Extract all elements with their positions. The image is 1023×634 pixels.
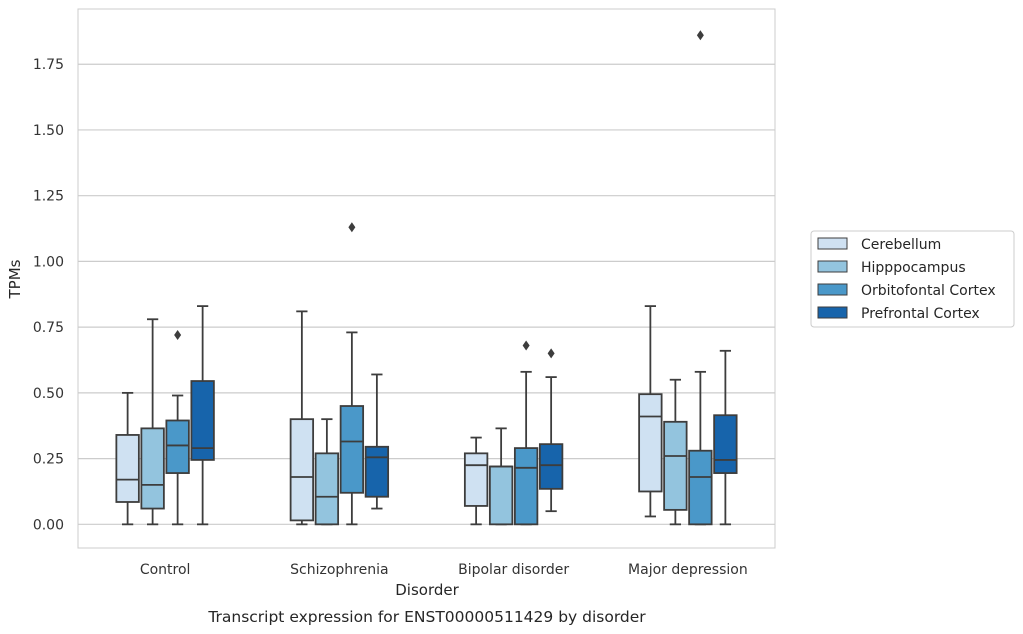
- legend-label: Orbitofontal Cortex: [861, 283, 996, 299]
- y-tick-label: 0.25: [33, 452, 64, 468]
- x-tick-label: Major depression: [628, 562, 748, 578]
- box-iqr: [165, 419, 190, 474]
- box-hipppocampus: [663, 378, 688, 526]
- y-tick-label: 1.25: [33, 189, 64, 205]
- box-iqr: [364, 445, 390, 498]
- box-orbitofontal-cortex: [165, 330, 190, 526]
- y-tick-label: 1.75: [33, 57, 64, 73]
- legend: Cerebellum Hipppocampus Orbitofontal Corte…: [810, 230, 1015, 328]
- outlier-point: [522, 340, 530, 351]
- box-iqr: [314, 452, 340, 526]
- legend-label: Hipppocampus: [861, 260, 966, 276]
- outlier-point: [696, 30, 704, 41]
- legend-label: Prefrontal Cortex: [861, 306, 980, 322]
- box-iqr: [289, 418, 315, 522]
- box-series: [115, 30, 738, 526]
- legend-items: Cerebellum Hipppocampus Orbitofontal Corte…: [817, 237, 996, 322]
- legend-swatch: [817, 306, 848, 319]
- box-iqr: [339, 405, 365, 494]
- outlier-point: [547, 348, 555, 359]
- box-cerebellum: [638, 305, 663, 518]
- box-iqr: [663, 420, 688, 511]
- x-axis-ticks: Control Schizophrenia Bipolar disorder Majo…: [140, 562, 748, 578]
- box-iqr: [463, 452, 489, 507]
- box-prefrontal-cortex: [190, 305, 215, 526]
- legend-label: Cerebellum: [861, 237, 941, 253]
- box-hipppocampus: [140, 318, 165, 526]
- x-tick-label: Bipolar disorder: [458, 562, 569, 578]
- box-cerebellum: [115, 391, 140, 526]
- x-axis-title: Disorder: [395, 581, 459, 599]
- y-tick-label: 0.75: [33, 320, 64, 336]
- box-iqr: [115, 434, 140, 503]
- legend-swatch: [817, 260, 848, 273]
- box-orbitofontal-cortex: [688, 30, 713, 526]
- outlier-point: [174, 330, 182, 341]
- legend-swatch: [817, 237, 848, 250]
- box-prefrontal-cortex: [364, 373, 390, 510]
- box-iqr: [688, 449, 713, 526]
- box-iqr: [488, 465, 514, 526]
- x-tick-label: Schizophrenia: [290, 562, 388, 578]
- box-cerebellum: [463, 436, 489, 526]
- box-iqr: [713, 414, 738, 474]
- y-axis-title: TPMs: [6, 259, 24, 299]
- y-axis-ticks: 0.00 0.25 0.50 0.75 1.00 1.25 1.50 1.75: [33, 57, 64, 533]
- box-iqr: [513, 447, 539, 526]
- box-cerebellum: [289, 310, 315, 526]
- plot-frame: [77, 8, 776, 549]
- box-iqr: [140, 427, 165, 510]
- box-hipppocampus: [314, 418, 340, 526]
- box-prefrontal-cortex: [713, 349, 738, 526]
- box-orbitofontal-cortex: [339, 222, 365, 526]
- box-orbitofontal-cortex: [513, 340, 539, 526]
- y-tick-label: 0.00: [33, 517, 64, 533]
- box-hipppocampus: [488, 427, 514, 526]
- y-tick-label: 0.50: [33, 386, 64, 402]
- box-iqr: [190, 380, 215, 461]
- box-iqr: [538, 443, 564, 490]
- box-iqr: [638, 393, 663, 493]
- y-tick-label: 1.00: [33, 254, 64, 270]
- legend-swatch: [817, 283, 848, 296]
- y-tick-label: 1.50: [33, 123, 64, 139]
- x-tick-label: Control: [140, 562, 191, 578]
- legend-frame: [810, 230, 1015, 328]
- box-prefrontal-cortex: [538, 348, 564, 513]
- outlier-point: [348, 222, 356, 233]
- chart-title: Transcript expression for ENST0000051142…: [207, 608, 646, 626]
